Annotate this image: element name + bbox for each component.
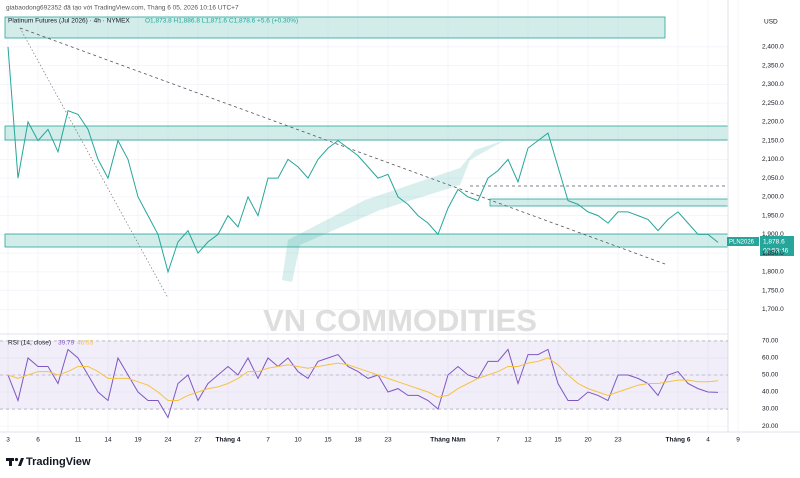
- y-axis-label: USD: [764, 19, 778, 26]
- zone: [489, 198, 729, 207]
- y-tick-label: 1,850.0: [762, 250, 784, 257]
- x-tick-label: 19: [134, 437, 142, 444]
- x-tick-label: 23: [384, 437, 392, 444]
- x-tick-label: 9: [736, 437, 740, 444]
- y-tick-label: 2,300.0: [762, 81, 784, 88]
- x-tick-label: 6: [36, 437, 40, 444]
- y-tick-label: 1,800.0: [762, 269, 784, 276]
- rsi-band: [0, 340, 728, 410]
- x-tick-label: 7: [496, 437, 500, 444]
- watermark: VN COMMODITIES: [263, 303, 537, 338]
- rsi-title: RSI (14, close): [8, 340, 51, 347]
- attribution: giabaodong692352 đã tạo với TradingView.…: [6, 5, 239, 12]
- x-tick-label: 18: [354, 437, 362, 444]
- x-tick-label: 24: [164, 437, 172, 444]
- y-tick-label: 30.00: [762, 406, 779, 413]
- series-line: [7, 348, 719, 419]
- plot: [7, 46, 719, 419]
- x-tick-label: 15: [554, 437, 562, 444]
- zone: [4, 125, 729, 141]
- trend-line: [19, 27, 666, 265]
- x-tick-label: 10: [294, 437, 302, 444]
- y-tick-label: 1,750.0: [762, 287, 784, 294]
- zone: [4, 16, 666, 39]
- y-tick-label: 50.00: [762, 372, 779, 379]
- ohlc: O1,873.8 H1,886.8 L1,871.6 C1,878.6 +5.6…: [145, 18, 298, 25]
- x-tick-label: Tháng 6: [666, 437, 691, 444]
- watermark-arrow: [282, 140, 505, 282]
- symbol-tag-bg: [727, 237, 759, 246]
- y-tick-label: 2,350.0: [762, 62, 784, 69]
- trend-line: [19, 27, 169, 299]
- y-tick-label: 2,100.0: [762, 156, 784, 163]
- x-tick-label: 15: [324, 437, 332, 444]
- rsi-ma-value: 46.63: [77, 340, 94, 347]
- grid: [0, 0, 739, 432]
- x-tick-label: 27: [194, 437, 202, 444]
- series-line: [7, 357, 719, 402]
- y-tick-label: 2,050.0: [762, 175, 784, 182]
- x-tick-label: 7: [266, 437, 270, 444]
- x-tick-label: Tháng Năm: [430, 437, 466, 444]
- x-tick-label: 11: [75, 437, 82, 444]
- x-tick-label: 12: [524, 437, 532, 444]
- y-tick-label: 2,250.0: [762, 100, 784, 107]
- x-tick-label: 23: [614, 437, 622, 444]
- brand: TradingView: [26, 456, 91, 468]
- x-tick-label: 14: [104, 437, 112, 444]
- y-tick-label: 70.00: [762, 338, 779, 345]
- symbol-tag: PLN2026: [729, 240, 755, 246]
- y-tick-label: 40.00: [762, 389, 779, 396]
- y-tick-label: 2,000.0: [762, 194, 784, 201]
- last-price-bg: [760, 236, 794, 256]
- brand-logo: [6, 457, 24, 466]
- rsi-value: 39.79: [58, 340, 75, 347]
- y-tick-label: 1,950.0: [762, 212, 784, 219]
- zone: [4, 233, 729, 248]
- y-tick-label: 60.00: [762, 355, 779, 362]
- countdown: 02:53:46: [763, 248, 789, 255]
- y-tick-label: 2,200.0: [762, 119, 784, 126]
- y-tick-label: 2,150.0: [762, 137, 784, 144]
- x-tick-label: 20: [584, 437, 592, 444]
- x-tick-label: 3: [6, 437, 10, 444]
- y-tick-label: 1,900.0: [762, 231, 784, 238]
- y-tick-label: 20.00: [762, 423, 779, 430]
- series-line: [7, 46, 719, 274]
- y-tick-label: 2,400.0: [762, 44, 784, 51]
- x-tick-label: Tháng 4: [216, 437, 241, 444]
- y-tick-label: 1,700.0: [762, 306, 784, 313]
- chart-title: Platinum Futures (Jul 2026) · 4h · NYMEX: [8, 18, 130, 25]
- last-price: 1,878.6: [763, 239, 785, 246]
- x-tick-label: 4: [706, 437, 710, 444]
